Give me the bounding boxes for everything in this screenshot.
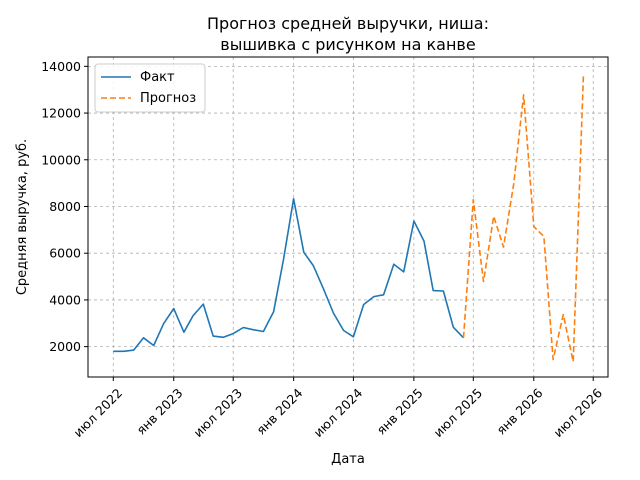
y-axis-label: Средняя выручка, руб. <box>15 139 30 295</box>
x-tick-label: июл 2022 <box>70 385 125 440</box>
plot-frame <box>87 56 609 378</box>
series-line-forecast <box>462 76 585 363</box>
x-tick-label: июл 2025 <box>430 385 485 440</box>
x-tick-label: июл 2024 <box>311 385 366 440</box>
x-tick-label: июл 2026 <box>550 385 605 440</box>
x-tick-label: янв 2024 <box>253 385 305 437</box>
y-tick-label: 14000 <box>41 59 81 74</box>
y-tick-label: 12000 <box>41 106 81 121</box>
x-axis-ticks: июл 2022 янв 2023 июл 2023 янв 2024 июл 2024… <box>70 377 605 440</box>
legend: Факт Прогноз <box>94 63 206 113</box>
chart-title-line2: вышивка с рисунком на канве <box>220 35 475 54</box>
series-line-fact <box>113 198 465 353</box>
x-tick-label: янв 2026 <box>493 385 545 437</box>
series-layer <box>113 76 585 363</box>
legend-label-forecast: Прогноз <box>140 91 196 106</box>
x-tick-label: июл 2023 <box>190 385 245 440</box>
y-tick-label: 2000 <box>49 339 81 354</box>
chart-title-line1: Прогноз средней выручки, ниша: <box>207 14 489 33</box>
legend-box <box>94 63 206 113</box>
y-tick-label: 8000 <box>49 199 81 214</box>
y-tick-label: 10000 <box>41 152 81 167</box>
y-tick-label: 6000 <box>49 246 81 261</box>
grid <box>88 57 608 377</box>
x-axis-label: Дата <box>331 452 365 467</box>
x-tick-label: янв 2023 <box>133 385 185 437</box>
x-tick-label: янв 2025 <box>374 385 426 437</box>
legend-label-fact: Факт <box>140 70 175 85</box>
y-axis-ticks: 2000 4000 6000 8000 10000 12000 14000 <box>41 59 88 354</box>
y-tick-label: 4000 <box>49 292 81 307</box>
